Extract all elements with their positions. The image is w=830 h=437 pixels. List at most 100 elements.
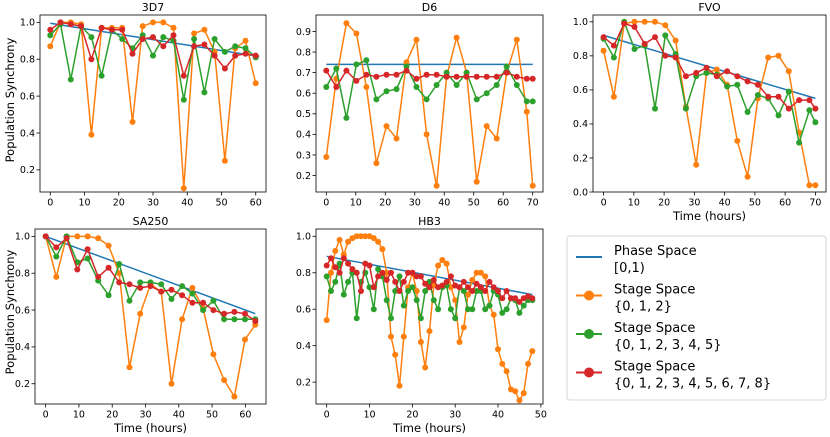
data-point [252,52,259,59]
data-point [201,26,208,33]
series-line [603,34,816,100]
x-tick-label: 30 [409,198,421,209]
data-point [785,88,792,95]
data-point [520,390,527,397]
data-point [108,26,115,33]
data-point [47,26,54,33]
data-point [353,233,360,240]
data-point [460,324,467,331]
data-point [201,41,208,48]
data-point [84,246,91,253]
data-point [806,182,813,189]
y-tick-label: 0.5 [296,109,311,120]
y-tick-label: 0.6 [15,305,30,316]
data-point [383,277,390,283]
data-point [363,57,370,64]
data-point [417,273,424,280]
y-tick-label: 0.4 [296,130,311,141]
x-tick-label: 0 [47,198,53,209]
data-point [221,316,228,323]
x-tick-label: 10 [363,410,375,421]
data-point [388,315,394,322]
data-point [600,34,607,41]
data-point [456,284,463,291]
data-point [433,71,440,78]
legend-label-line1: Stage Space [614,283,695,298]
data-point [345,238,352,245]
data-point [168,380,175,387]
data-point [443,260,450,267]
data-point [170,24,177,31]
data-point [775,93,782,100]
data-point [693,161,700,168]
data-point [211,52,218,59]
data-point [512,388,519,395]
data-point [652,34,658,41]
data-point [400,302,407,309]
data-point [422,288,429,294]
series-line [602,21,817,144]
axes-frame [34,228,267,405]
x-tick-label: 70 [809,198,821,209]
data-point [493,73,500,80]
data-point [343,114,350,121]
panel-HB3: HB3 0 10 20 30 40 50 0.2 0.4 0.6 0.8 1.0 Time (hours… [296,215,547,435]
xlabel: Time (hours) [672,209,746,223]
panel-title: D6 [422,1,437,14]
data-point [137,310,144,317]
data-point [610,42,617,49]
data-point [806,97,813,104]
data-point [486,302,493,309]
data-point [693,69,700,76]
data-point [396,273,403,280]
data-point [413,84,420,90]
data-point [200,307,207,314]
data-point [180,72,187,79]
y-tick-label: 0.8 [573,51,588,62]
data-point [333,84,340,90]
data-point [469,288,476,294]
x-tick-label: 50 [206,410,218,421]
data-point [191,36,198,42]
data-point [724,83,731,90]
data-point [231,308,238,315]
data-point [373,73,380,80]
data-point [74,233,81,240]
data-point [631,23,638,30]
x-tick-label: 60 [250,198,262,209]
data-point [430,297,437,304]
data-point [796,139,803,146]
series-2 [47,21,259,103]
data-point [353,30,360,37]
data-point [137,284,144,291]
data-point [413,75,420,82]
data-point [503,63,510,70]
data-point [221,48,228,55]
data-point [495,346,501,353]
data-point [529,182,536,189]
data-point [473,96,480,103]
data-point [200,299,207,306]
x-tick-label: 60 [779,198,791,209]
data-point [375,238,382,245]
data-point [453,82,460,88]
data-point [332,278,339,285]
plot-area [42,233,259,400]
data-point [147,283,154,290]
x-tick-label: 60 [239,410,251,421]
data-point [744,109,751,115]
data-point [179,292,186,299]
x-tick-label: 20 [113,198,125,209]
data-point [328,255,334,262]
legend-swatch-marker [584,329,594,339]
data-point [493,82,500,88]
data-point [672,54,679,61]
ylabel-top: Population Synchrony [3,37,17,162]
series-line [45,235,256,315]
data-point [812,105,819,112]
data-point [482,288,489,294]
data-point [119,26,126,33]
data-point [126,281,133,288]
series-1 [47,19,259,192]
data-point [74,266,81,273]
